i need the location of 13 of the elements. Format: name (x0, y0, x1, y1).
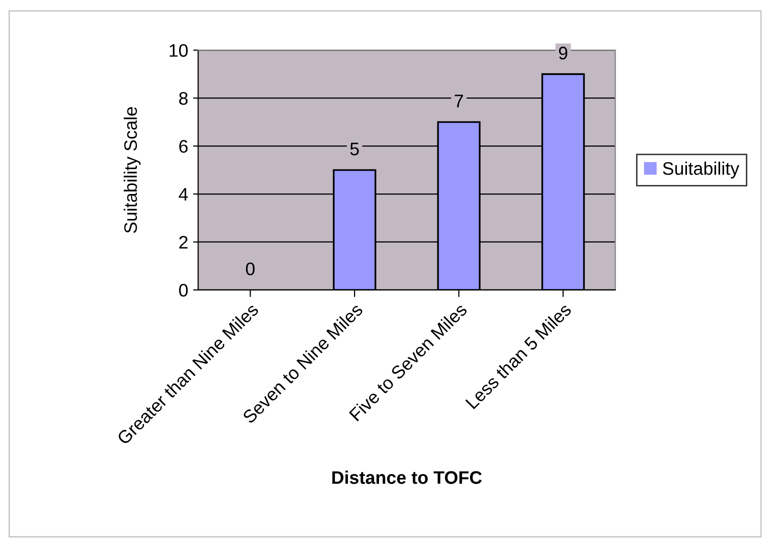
y-axis-title: Suitability Scale (124, 107, 141, 233)
y-tick-label: 10 (170, 44, 188, 57)
y-tick-label: 6 (179, 140, 188, 153)
x-axis-title: Distance to TOFC (332, 470, 482, 484)
data-label: 5 (350, 142, 359, 156)
y-tick-label: 2 (179, 236, 188, 249)
legend-label: Suitability (662, 162, 740, 178)
data-label: 7 (454, 94, 463, 108)
y-tick-label: 0 (179, 284, 188, 297)
data-label: 0 (246, 262, 255, 276)
y-tick-label: 4 (178, 188, 188, 201)
data-label: 9 (558, 46, 568, 60)
y-tick-label: 8 (179, 92, 188, 105)
